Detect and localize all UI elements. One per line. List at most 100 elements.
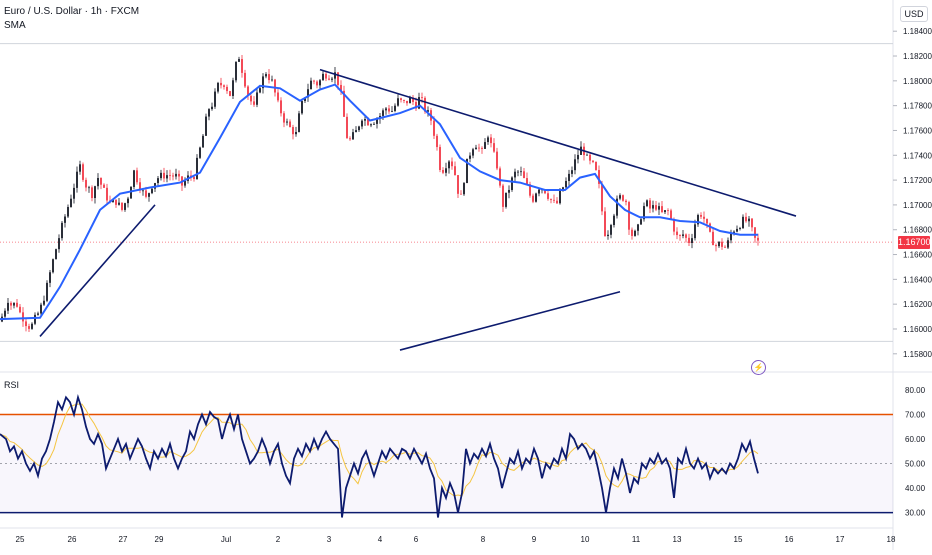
candle-body bbox=[463, 183, 465, 195]
candle-body bbox=[460, 193, 462, 195]
candle-body bbox=[664, 210, 666, 213]
candle-body bbox=[358, 126, 360, 131]
candle-body bbox=[334, 72, 336, 79]
indicator-label[interactable]: SMA bbox=[4, 20, 26, 31]
candle-body bbox=[253, 101, 255, 105]
price-axis-label: 1.17800 bbox=[903, 102, 932, 111]
candle-body bbox=[337, 72, 339, 85]
candle-body bbox=[196, 157, 198, 180]
candle-body bbox=[124, 203, 126, 210]
candle-body bbox=[493, 143, 495, 152]
candle-body bbox=[703, 216, 705, 219]
sma-line bbox=[0, 83, 758, 321]
candle-body bbox=[400, 98, 402, 100]
candle-body bbox=[82, 164, 84, 180]
candle-body bbox=[550, 198, 552, 200]
candle-body bbox=[169, 175, 171, 176]
candle-body bbox=[85, 179, 87, 188]
candle-body bbox=[670, 210, 672, 220]
candle-body bbox=[184, 180, 186, 186]
candle-body bbox=[754, 227, 756, 238]
candle-body bbox=[208, 109, 210, 117]
candle-body bbox=[445, 168, 447, 173]
currency-label[interactable]: USD bbox=[900, 6, 928, 22]
candle-body bbox=[10, 302, 12, 306]
candle-body bbox=[112, 199, 114, 203]
candle-body bbox=[136, 170, 138, 183]
candle-body bbox=[634, 230, 636, 236]
candle-body bbox=[34, 314, 36, 324]
trendline-2 bbox=[39, 204, 156, 337]
candle-body bbox=[535, 193, 537, 202]
time-axis-label: 18 bbox=[887, 535, 896, 544]
price-axis-label: 1.18400 bbox=[903, 27, 932, 36]
candle-body bbox=[214, 91, 216, 107]
candle-body bbox=[202, 135, 204, 148]
flash-icon[interactable]: ⚡ bbox=[751, 360, 766, 375]
candle-body bbox=[331, 78, 333, 80]
candle-body bbox=[610, 225, 612, 235]
candle-body bbox=[373, 123, 375, 125]
candle-body bbox=[649, 200, 651, 209]
candle-body bbox=[280, 100, 282, 114]
candle-body bbox=[586, 154, 588, 156]
candle-body bbox=[160, 172, 162, 179]
candle-body bbox=[529, 184, 531, 196]
candle-body bbox=[139, 182, 141, 191]
candle-body bbox=[349, 138, 351, 140]
candle-body bbox=[727, 240, 729, 248]
candle-body bbox=[652, 205, 654, 209]
candle-body bbox=[439, 147, 441, 170]
candle-body bbox=[625, 200, 627, 203]
candle-body bbox=[97, 177, 99, 187]
candle-body bbox=[382, 110, 384, 116]
rsi-line bbox=[0, 393, 759, 518]
candle-body bbox=[121, 202, 123, 210]
candle-body bbox=[517, 171, 519, 173]
rsi-label[interactable]: RSI bbox=[4, 380, 20, 390]
candle-body bbox=[481, 147, 483, 149]
last-price-tag: 1.16700 bbox=[898, 236, 931, 249]
candle-body bbox=[325, 73, 327, 79]
candle-body bbox=[568, 173, 570, 181]
time-axis-label: 29 bbox=[155, 535, 164, 544]
candle-body bbox=[757, 237, 759, 241]
candle-body bbox=[145, 190, 147, 197]
candle-body bbox=[313, 80, 315, 82]
candle-body bbox=[718, 241, 720, 247]
candle-body bbox=[673, 219, 675, 232]
rsi-axis-label: 50.00 bbox=[905, 460, 926, 469]
instrument-title: Euro / U.S. Dollar · 1h · FXCM bbox=[4, 6, 140, 17]
candle-body bbox=[553, 199, 555, 201]
price-axis-label: 1.17600 bbox=[903, 126, 932, 135]
candle-body bbox=[421, 97, 423, 98]
candle-body bbox=[376, 118, 378, 124]
time-axis-label: 26 bbox=[68, 535, 77, 544]
candle-body bbox=[328, 78, 330, 80]
time-axis-label: 13 bbox=[673, 535, 682, 544]
candle-body bbox=[130, 186, 132, 199]
candle-body bbox=[244, 72, 246, 87]
candle-body bbox=[412, 97, 414, 102]
time-axis-label: 25 bbox=[16, 535, 25, 544]
candle-body bbox=[601, 183, 603, 212]
time-axis-label: 6 bbox=[414, 535, 419, 544]
time-axis-label: 17 bbox=[836, 535, 845, 544]
candle-body bbox=[49, 272, 51, 283]
candle-body bbox=[340, 84, 342, 91]
trendline-1 bbox=[319, 68, 797, 217]
time-axis-label: 16 bbox=[785, 535, 794, 544]
candle-body bbox=[277, 92, 279, 101]
candle-body bbox=[616, 198, 618, 216]
candle-body bbox=[319, 80, 321, 86]
candle-body bbox=[742, 216, 744, 229]
rsi-axis-label: 80.00 bbox=[905, 386, 926, 395]
candle-body bbox=[346, 116, 348, 139]
candle-body bbox=[31, 323, 33, 329]
candle-body bbox=[388, 108, 390, 112]
candle-body bbox=[67, 206, 69, 217]
candle-body bbox=[286, 121, 288, 123]
candle-body bbox=[223, 85, 225, 87]
candle-body bbox=[370, 124, 372, 126]
